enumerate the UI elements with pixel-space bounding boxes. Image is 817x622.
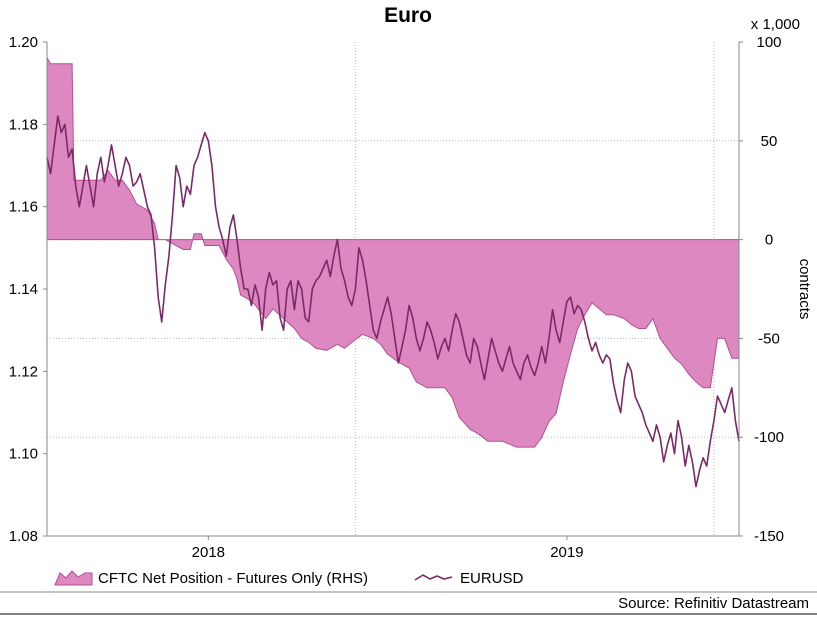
legend-label-cftc: CFTC Net Position - Futures Only (RHS) [98, 570, 368, 587]
legend: CFTC Net Position - Futures Only (RHS) E… [54, 570, 524, 587]
left-tick-label: 1.14 [9, 281, 38, 298]
left-axis-ticks: 1.20 1.18 1.16 1.14 1.12 1.10 1.08 [9, 34, 47, 545]
left-tick-label: 1.16 [9, 199, 38, 216]
cftc-area-layer [46, 56, 740, 448]
x-axis-ticks: 2018 2019 [192, 536, 584, 561]
right-tick-label: 100 [756, 34, 781, 51]
x-tick-label: 2019 [550, 544, 583, 561]
source-note: Source: Refinitiv Datastream [618, 595, 809, 612]
left-tick-label: 1.20 [9, 34, 38, 51]
legend-line-swatch [414, 574, 453, 581]
right-tick-label: -150 [754, 528, 784, 545]
right-tick-label: 0 [765, 232, 773, 249]
left-tick-label: 1.08 [9, 528, 38, 545]
right-tick-label: -50 [758, 330, 780, 347]
eurusd-line [46, 115, 740, 488]
legend-area-swatch [54, 570, 93, 586]
x-tick-label: 2018 [192, 544, 225, 561]
right-axis-label: contracts [796, 259, 813, 320]
left-tick-label: 1.12 [9, 363, 38, 380]
chart-title: Euro [384, 4, 432, 27]
right-axis-unit-note: x 1,000 [751, 16, 800, 33]
right-tick-label: 50 [761, 133, 778, 150]
legend-label-eurusd: EURUSD [460, 570, 524, 587]
right-tick-label: -100 [754, 429, 784, 446]
cftc-net-position-area [46, 56, 740, 448]
right-axis-ticks: 100 50 0 -50 -100 -150 [739, 34, 784, 545]
left-tick-label: 1.18 [9, 116, 38, 133]
left-tick-label: 1.10 [9, 446, 38, 463]
eurusd-line-layer [46, 115, 740, 488]
